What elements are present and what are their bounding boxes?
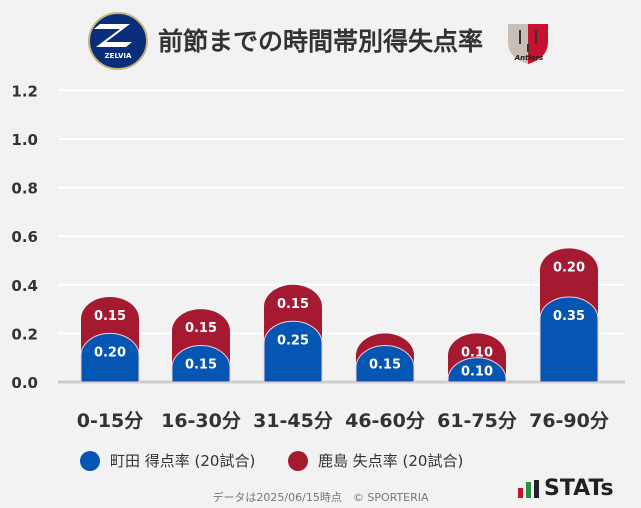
bar-machida <box>539 296 599 383</box>
legend-item-machida: 町田 得点率 (20試合) <box>80 450 255 471</box>
legend-label: 鹿島 失点率 (20試合) <box>318 452 464 470</box>
data-label-kashima: 0.15 <box>185 321 217 336</box>
y-tick-label: 1.2 <box>11 82 38 100</box>
bar-machida <box>447 357 507 383</box>
page-title: 前節までの時間帯別得失点率 <box>158 27 484 56</box>
y-tick-label: 0.8 <box>11 180 38 198</box>
y-tick-label: 0.0 <box>11 374 38 392</box>
y-tick-label: 1.0 <box>11 131 38 149</box>
footer-text: データは2025/06/15時点 © SPORTERIA <box>212 491 429 504</box>
data-label-kashima: 0.15 <box>94 309 126 324</box>
legend-label: 町田 得点率 (20試合) <box>110 452 256 470</box>
zelvia-logo: ZELVIA <box>88 12 148 70</box>
bar-machida <box>263 320 323 383</box>
legend-item-kashima: 鹿島 失点率 (20試合) <box>288 450 463 471</box>
stats-brand: STATs <box>544 476 614 501</box>
x-tick-label: 61-75分 <box>437 410 517 432</box>
x-tick-label: 31-45分 <box>253 410 333 432</box>
data-label-machida: 0.25 <box>277 333 309 348</box>
data-label-machida: 0.35 <box>553 309 585 324</box>
legend-dot-red <box>288 450 308 471</box>
antlers-logo-text: Antlers <box>514 54 544 62</box>
data-label-machida: 0.20 <box>94 345 126 360</box>
logos: ZELVIA Antlers <box>88 12 548 70</box>
data-label-machida: 0.15 <box>185 358 217 373</box>
data-label-kashima: 0.20 <box>553 260 585 275</box>
bar-machida <box>355 345 415 383</box>
antlers-logo: Antlers <box>508 24 548 64</box>
y-tick-label: 0.6 <box>11 228 38 246</box>
zelvia-logo-text: ZELVIA <box>105 52 132 60</box>
data-label-machida: 0.15 <box>369 358 401 373</box>
x-tick-label: 16-30分 <box>161 410 241 432</box>
bar-machida <box>80 332 140 383</box>
stats-bars-icon <box>518 479 539 498</box>
stats-logo: STATs <box>518 476 614 501</box>
y-tick-label: 0.2 <box>11 325 38 343</box>
data-label-machida: 0.10 <box>461 365 493 380</box>
data-label-kashima: 0.15 <box>277 297 309 312</box>
bar-machida <box>171 345 231 383</box>
x-tick-label: 76-90分 <box>529 410 609 432</box>
x-tick-label: 46-60分 <box>345 410 425 432</box>
x-tick-label: 0-15分 <box>77 410 144 432</box>
legend-dot-blue <box>80 450 100 471</box>
y-tick-label: 0.4 <box>11 277 38 295</box>
data-label-kashima: 0.10 <box>461 345 493 360</box>
